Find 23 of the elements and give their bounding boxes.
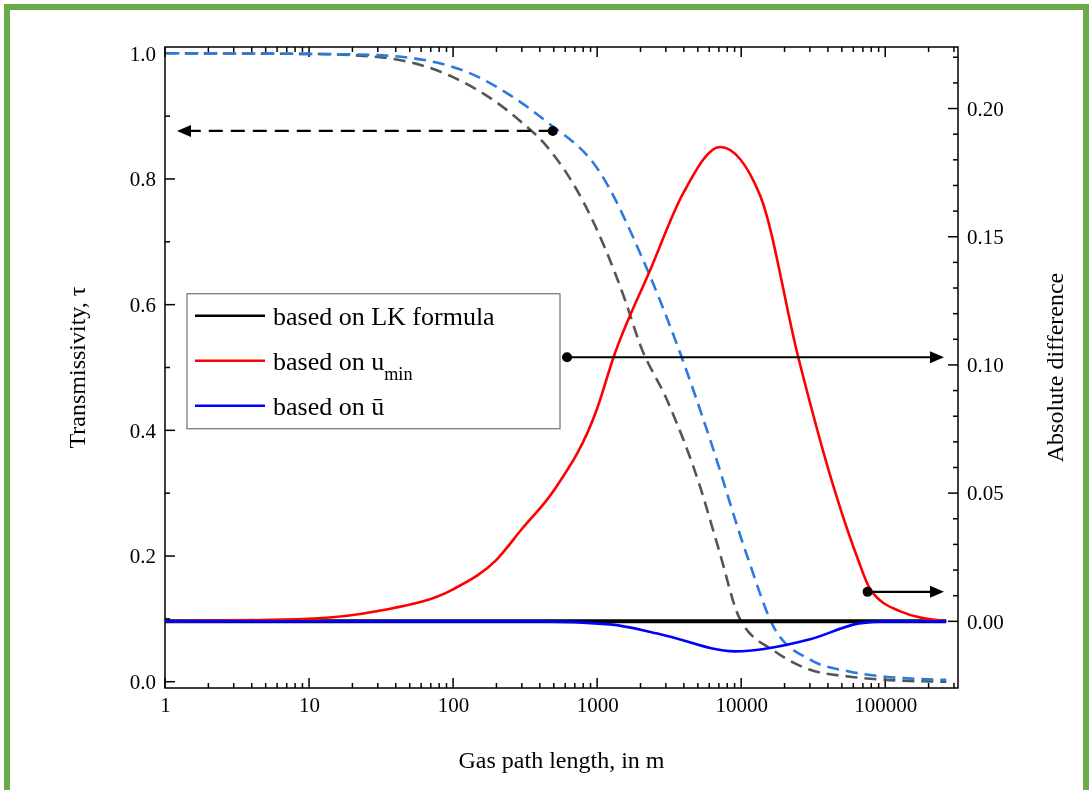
y-tick-label: 0.2 <box>129 544 156 569</box>
y2-axis-title: Absolute difference <box>1042 272 1068 463</box>
x-tick-label: 10000 <box>715 692 768 717</box>
x-tick-label: 1000 <box>576 692 619 717</box>
legend-label: based on u$_{min}$ <box>273 346 413 384</box>
y-axis-title: Transmissivity, τ <box>64 286 90 449</box>
x-tick-label: 100000 <box>854 692 918 717</box>
y2-tick-label: 0.15 <box>967 224 1004 249</box>
y2-tick-label: 0.20 <box>967 96 1004 121</box>
y2-tick-label: 0.00 <box>967 609 1004 634</box>
y-tick-label: 0.8 <box>129 167 156 192</box>
y-tick-label: 0.4 <box>129 418 157 443</box>
x-tick-label: 100 <box>437 692 470 717</box>
x-tick-label: 10 <box>299 692 321 717</box>
y-tick-label: 0.6 <box>129 292 156 317</box>
x-axis-title: Gas path length, in m <box>458 747 665 773</box>
x-tick-label: 1 <box>160 692 171 717</box>
legend-label: based on LK formula <box>273 301 496 331</box>
y-tick-label: 0.0 <box>129 669 156 694</box>
legend-label: based on ū <box>273 391 385 421</box>
y2-tick-label: 0.10 <box>967 353 1004 378</box>
y2-tick-label: 0.05 <box>967 481 1004 506</box>
y-tick-label: 1.0 <box>129 41 156 66</box>
